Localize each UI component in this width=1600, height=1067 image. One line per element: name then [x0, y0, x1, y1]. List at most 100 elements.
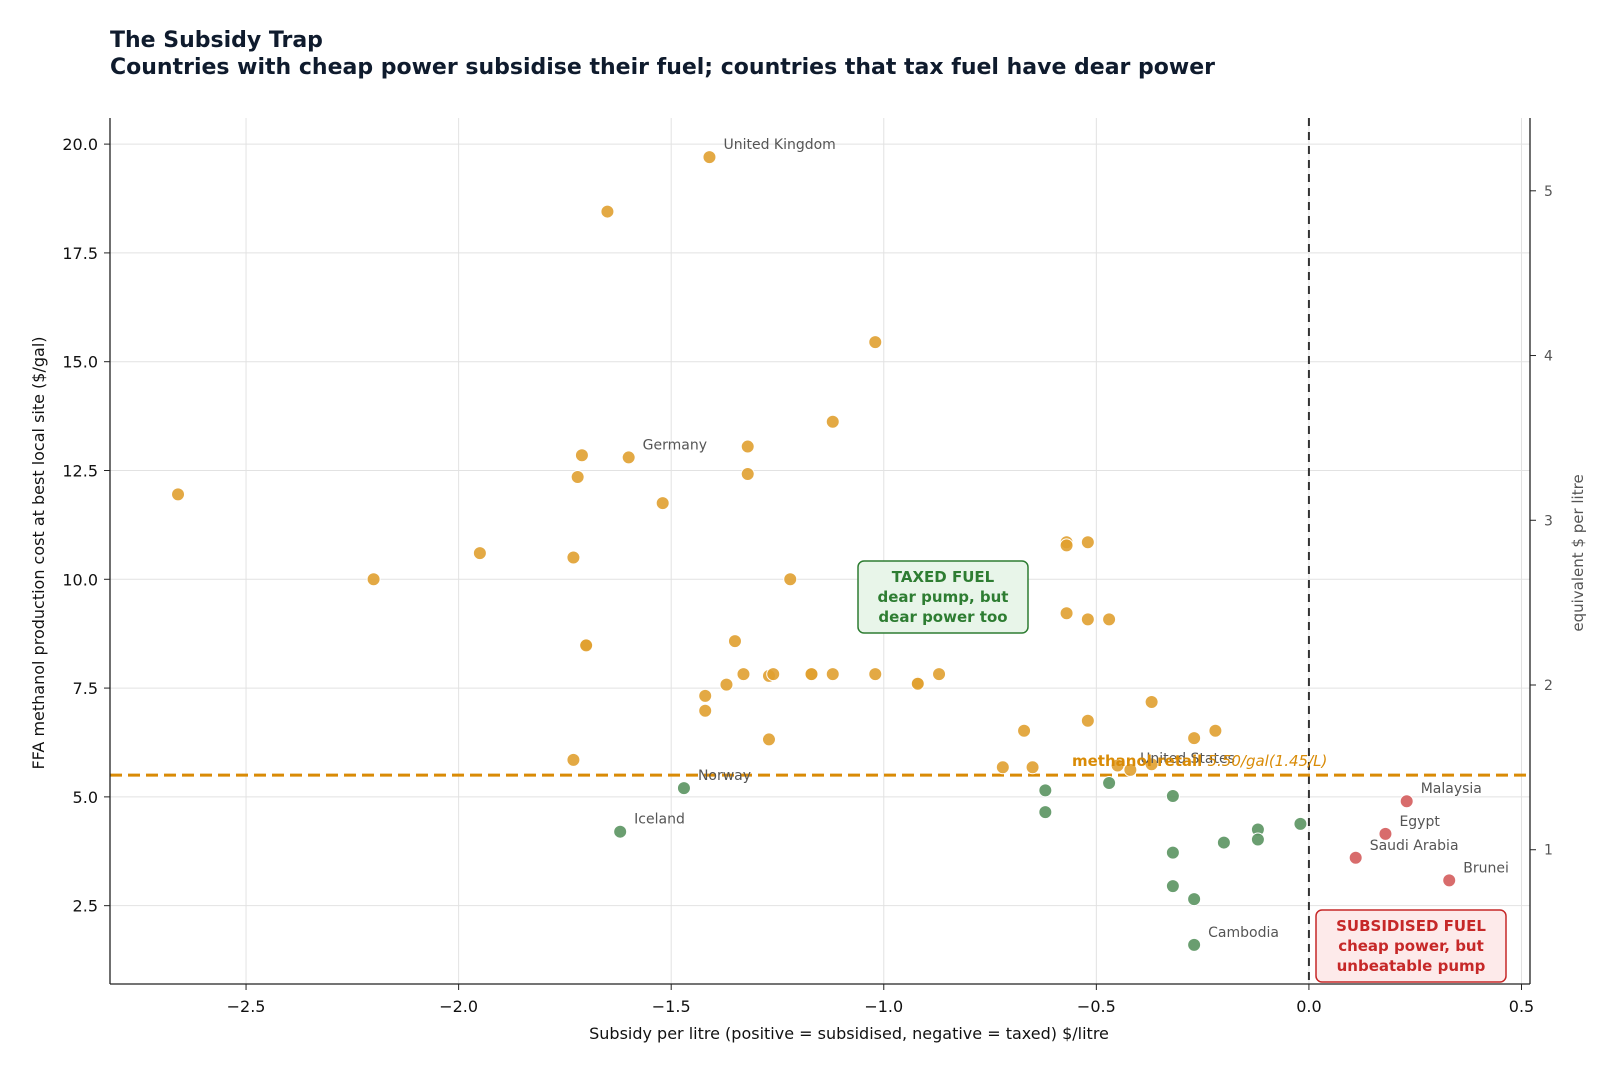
data-point: [1216, 835, 1231, 850]
data-point: [740, 439, 755, 454]
point-labels: United Kingdom Germany Norway Iceland United…: [634, 137, 1509, 941]
data-point: [1187, 731, 1202, 746]
y-tick-label: 5.0: [73, 788, 98, 807]
data-point: [698, 688, 713, 703]
country-label: Germany: [643, 437, 707, 453]
data-points: [171, 150, 1457, 952]
right-y-tick-label: 5: [1544, 184, 1553, 200]
data-point: [1348, 850, 1363, 865]
data-point: [868, 667, 883, 682]
annotations: TAXED FUEL dear pump, but dear power too SU…: [857, 560, 1507, 983]
annotation-box: [1315, 909, 1507, 983]
data-point: [1442, 873, 1457, 888]
data-point: [566, 550, 581, 565]
reference-lines: [110, 118, 1530, 984]
data-point: [171, 487, 186, 502]
data-point: [574, 448, 589, 463]
x-tick-label: −1.5: [652, 997, 691, 1016]
annotation-text: SUBSIDISED FUEL: [1336, 917, 1486, 935]
data-point: [736, 667, 751, 682]
data-point: [1187, 937, 1202, 952]
data-point: [1123, 762, 1138, 777]
data-point: [472, 546, 487, 561]
data-point: [740, 466, 755, 481]
data-point: [1038, 783, 1053, 798]
data-point: [1187, 892, 1202, 907]
tick-labels: −2.5 −2.0 −1.5 −1.0 −0.5 0.0 0.5 2.5 5.0 7.5 10.0 1…: [62, 135, 1553, 1016]
x-tick-label: 0.5: [1509, 997, 1534, 1016]
x-tick-label: −0.5: [1077, 997, 1116, 1016]
country-label: Cambodia: [1208, 925, 1279, 941]
data-point: [804, 667, 819, 682]
data-point: [825, 667, 840, 682]
y-tick-label: 2.5: [73, 897, 98, 916]
data-point: [1017, 723, 1032, 738]
annotation-text: dear pump, but: [878, 588, 1009, 606]
annotation-box: [857, 560, 1029, 634]
right-y-tick-label: 2: [1544, 678, 1553, 694]
data-point: [366, 572, 381, 587]
right-y-tick-label: 3: [1544, 513, 1553, 529]
right-y-axis-label: equivalent $ per litre: [1569, 474, 1587, 631]
data-point: [579, 638, 594, 653]
data-point: [1250, 832, 1265, 847]
data-point: [727, 634, 742, 649]
x-tick-label: 0.0: [1296, 997, 1321, 1016]
x-axis-label: Subsidy per litre (positive = subsidised…: [589, 1024, 1109, 1043]
y-tick-label: 10.0: [62, 570, 98, 589]
y-tick-label: 12.5: [62, 461, 98, 480]
y-tick-label: 15.0: [62, 353, 98, 372]
retail-label-value: 5.50/gal(1.45/L): [1208, 752, 1328, 770]
y-tick-label: 17.5: [62, 244, 98, 263]
data-point: [702, 150, 717, 165]
data-point: [1110, 758, 1125, 773]
data-point: [1144, 695, 1159, 710]
data-point: [1208, 723, 1223, 738]
data-point: [1165, 789, 1180, 804]
country-label: United Kingdom: [723, 137, 835, 153]
data-point: [1025, 760, 1040, 775]
data-point: [1399, 794, 1414, 809]
right-y-tick-label: 4: [1544, 349, 1553, 365]
retail-line-label: methanol retail 5.50/gal(1.45/L): [1072, 752, 1327, 770]
annotation-text: unbeatable pump: [1337, 957, 1486, 975]
x-tick-label: −2.5: [227, 997, 266, 1016]
data-point: [868, 335, 883, 350]
axes: [104, 118, 1536, 990]
data-point: [1080, 713, 1095, 728]
y-tick-label: 20.0: [62, 135, 98, 154]
annotation-text: TAXED FUEL: [892, 568, 995, 586]
data-point: [600, 204, 615, 219]
annotation-text: cheap power, but: [1338, 937, 1484, 955]
data-point: [1144, 757, 1159, 772]
data-point: [1165, 879, 1180, 894]
data-point: [1293, 816, 1308, 831]
data-point: [932, 667, 947, 682]
data-point: [1080, 535, 1095, 550]
data-point: [1080, 612, 1095, 627]
country-label: Egypt: [1399, 814, 1440, 830]
data-point: [825, 414, 840, 429]
country-label: United States: [1140, 751, 1235, 767]
data-point: [995, 760, 1010, 775]
grid-lines: [110, 118, 1530, 984]
data-point: [566, 752, 581, 767]
data-point: [698, 703, 713, 718]
data-point: [613, 824, 628, 839]
country-label: Norway: [698, 768, 751, 784]
x-tick-label: −1.0: [864, 997, 903, 1016]
chart-title: The Subsidy Trap: [110, 28, 323, 53]
data-point: [761, 732, 776, 747]
country-label: Iceland: [634, 812, 685, 828]
data-point: [1102, 612, 1117, 627]
data-point: [1038, 805, 1053, 820]
data-point: [1378, 826, 1393, 841]
data-point: [910, 676, 925, 691]
right-y-tick-label: 1: [1544, 843, 1553, 859]
chart-subtitle: Countries with cheap power subsidise the…: [110, 55, 1216, 80]
data-point: [783, 572, 798, 587]
annotation-text: dear power too: [878, 608, 1007, 626]
retail-label-bold: methanol retail: [1072, 752, 1208, 770]
data-point: [1102, 775, 1117, 790]
